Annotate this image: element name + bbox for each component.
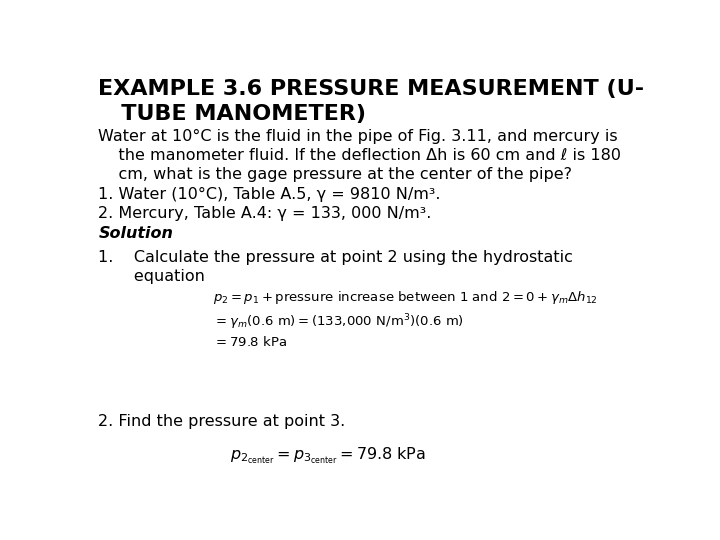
Text: equation: equation — [99, 268, 205, 284]
Text: 2. Mercury, Table A.4: γ = 133, 000 N/m³.: 2. Mercury, Table A.4: γ = 133, 000 N/m³… — [99, 206, 432, 221]
Text: Water at 10°C is the fluid in the pipe of Fig. 3.11, and mercury is: Water at 10°C is the fluid in the pipe o… — [99, 129, 618, 144]
Text: Solution: Solution — [99, 226, 174, 241]
Text: 1. Water (10°C), Table A.5, γ = 9810 N/m³.: 1. Water (10°C), Table A.5, γ = 9810 N/m… — [99, 187, 441, 202]
Text: the manometer fluid. If the deflection Δh is 60 cm and ℓ is 180: the manometer fluid. If the deflection Δ… — [99, 148, 621, 163]
Text: $= \gamma_m(0.6\ \mathrm{m}) = (133{,}000\ \mathrm{N}/\mathrm{m}^3)(0.6\ \mathrm: $= \gamma_m(0.6\ \mathrm{m}) = (133{,}00… — [213, 312, 464, 332]
Text: $p_{2_{\rm center}} = p_{3_{\rm center}} = 79.8\ \mathrm{kPa}$: $p_{2_{\rm center}} = p_{3_{\rm center}}… — [230, 446, 426, 466]
Text: $p_2 = p_1 + \mathrm{pressure\ increase\ between\ 1\ and\ 2} = 0 + \gamma_m \Del: $p_2 = p_1 + \mathrm{pressure\ increase\… — [213, 289, 598, 306]
Text: cm, what is the gage pressure at the center of the pipe?: cm, what is the gage pressure at the cen… — [99, 167, 572, 181]
Text: EXAMPLE 3.6 PRESSURE MEASUREMENT (U-: EXAMPLE 3.6 PRESSURE MEASUREMENT (U- — [99, 79, 644, 99]
Text: TUBE MANOMETER): TUBE MANOMETER) — [99, 104, 366, 124]
Text: 1.    Calculate the pressure at point 2 using the hydrostatic: 1. Calculate the pressure at point 2 usi… — [99, 250, 573, 265]
Text: $= 79.8\ \mathrm{kPa}$: $= 79.8\ \mathrm{kPa}$ — [213, 335, 287, 349]
Text: 2. Find the pressure at point 3.: 2. Find the pressure at point 3. — [99, 414, 346, 429]
